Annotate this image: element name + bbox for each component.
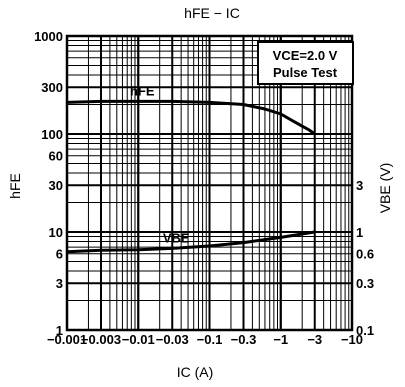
y2-tick-label: 0.1 [356, 323, 374, 338]
series-line-hfe [66, 99, 316, 136]
y2-tick-label: 1 [356, 225, 363, 240]
x-tick-label: −0.3 [231, 332, 257, 347]
y2-axis-title: VBE (V) [377, 163, 393, 214]
tick-labels: −0.001−0.003 −0.01 −0.03 −0.1 −0.3 −1 −3 −10 1 3 6… [34, 29, 374, 347]
series-line-vbe [66, 230, 315, 254]
series-group: hFE VBE [66, 83, 316, 254]
legend-frame [257, 41, 354, 85]
series-label-vbe: VBE [163, 230, 190, 245]
legend-line-2: Pulse Test [273, 65, 338, 80]
grid [65, 34, 354, 332]
x-tick-label: −3 [307, 332, 322, 347]
series-label-hfe: hFE [130, 83, 155, 98]
x-tick-label: −0.03 [156, 332, 189, 347]
chart-title: hFE − IC [184, 5, 240, 21]
x-tick-label: −0.003 [81, 332, 121, 347]
y-tick-label: 1000 [34, 29, 63, 44]
y-tick-label: 100 [41, 127, 63, 142]
y-axis-title: hFE [7, 173, 23, 199]
y-tick-label: 10 [49, 225, 63, 240]
x-tick-label: −0.01 [122, 332, 155, 347]
y-tick-label: 6 [56, 247, 63, 262]
y2-tick-label: 0.3 [356, 276, 374, 291]
y-tick-label: 30 [49, 178, 63, 193]
legend-line-1: VCE=2.0 V [273, 48, 338, 63]
y-tick-label: 3 [56, 276, 63, 291]
y-tick-label: 300 [41, 80, 63, 95]
x-tick-label: −1 [273, 332, 288, 347]
y2-tick-label: 3 [356, 178, 363, 193]
legend-box: VCE=2.0 V Pulse Test [257, 41, 354, 85]
y-tick-label: 60 [49, 149, 63, 164]
y-tick-label: 1 [56, 323, 63, 338]
x-tick-label: −10 [341, 332, 363, 347]
y2-tick-label: 0.6 [356, 247, 374, 262]
x-tick-label: −0.001 [47, 332, 87, 347]
x-tick-label: −0.1 [197, 332, 223, 347]
x-axis-title: IC (A) [177, 364, 214, 380]
